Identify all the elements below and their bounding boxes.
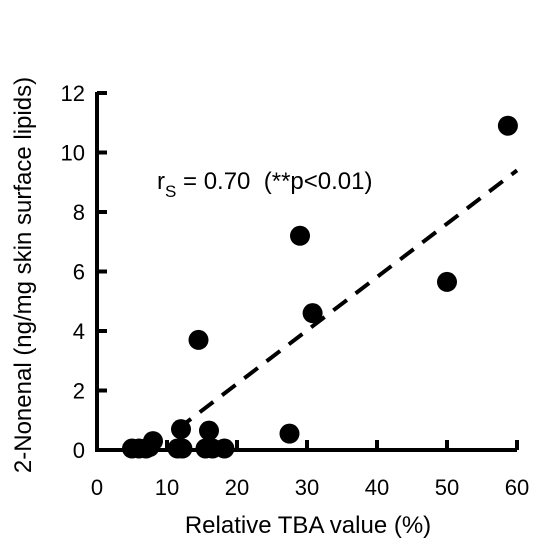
x-tick-label: 0 — [91, 475, 103, 500]
y-tick-label: 4 — [73, 319, 85, 344]
trendline — [176, 168, 519, 431]
annotation-subscript: S — [165, 182, 176, 201]
data-points — [122, 115, 518, 459]
data-point — [497, 115, 518, 136]
x-tick-label: 60 — [505, 475, 529, 500]
correlation-annotation: rS = 0.70 (**p<0.01) — [157, 168, 372, 201]
x-tick-label: 40 — [365, 475, 389, 500]
trendline-group — [176, 168, 519, 431]
y-axis-label: 2-Nonenal (ng/mg skin surface lipids) — [10, 77, 37, 473]
data-point — [188, 329, 209, 350]
y-tick-label: 2 — [73, 379, 85, 404]
x-tick-label: 50 — [435, 475, 459, 500]
y-tick-label: 6 — [73, 260, 85, 285]
axes — [95, 92, 517, 452]
y-tick-label: 10 — [61, 141, 85, 166]
data-point — [302, 303, 323, 324]
data-point — [172, 438, 193, 459]
data-point — [279, 423, 300, 444]
data-point — [437, 271, 457, 292]
x-tick-label: 10 — [155, 475, 179, 500]
data-point — [143, 431, 163, 452]
ticks: 0 2 4 6 8 10 12 0 10 20 30 40 50 60 — [61, 81, 530, 500]
y-tick-label: 0 — [73, 438, 85, 463]
x-tick-label: 20 — [225, 475, 249, 500]
data-point — [214, 438, 235, 459]
x-axis-label: Relative TBA value (%) — [185, 512, 431, 539]
y-tick-label: 8 — [73, 200, 85, 225]
annotation-rest: = 0.70 (**p<0.01) — [176, 168, 372, 195]
data-point — [199, 420, 219, 441]
annotation-r: r — [157, 168, 165, 195]
data-point — [171, 419, 191, 440]
data-point — [290, 225, 310, 246]
y-tick-label: 12 — [61, 81, 85, 106]
x-tick-label: 30 — [295, 475, 319, 500]
